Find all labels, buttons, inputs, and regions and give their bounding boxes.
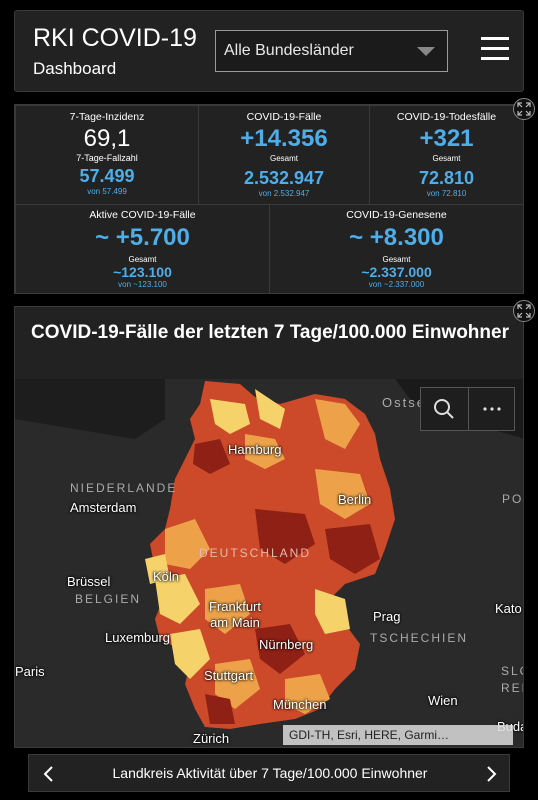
- place-label: Amsterdam: [70, 500, 137, 515]
- stat-value: 69,1: [83, 125, 131, 152]
- place-label: Kato: [495, 601, 522, 616]
- country-label: SLOWA: [501, 664, 523, 678]
- map-shapes: [15, 379, 523, 747]
- stat-incidence: 7-Tage-Inzidenz 69,1 7-Tage-Fallzahl 57.…: [15, 105, 199, 205]
- place-label: Köln: [153, 569, 180, 584]
- stat-sub-label: Gesamt: [382, 255, 411, 264]
- app-header: RKI COVID-19 Dashboard Alle Bundesländer: [14, 10, 524, 92]
- stat-sub-note: von ~2.337.000: [368, 280, 425, 289]
- country-label: DEUTSCHLAND: [199, 546, 312, 560]
- map-card: COVID-19-Fälle der letzten 7 Tage/100.00…: [14, 306, 524, 748]
- stat-active: Aktive COVID-19-Fälle ~ +5.700 Gesamt ~1…: [15, 204, 270, 294]
- stat-sub-note: von ~123.100: [118, 280, 167, 289]
- chevron-left-icon[interactable]: [39, 763, 59, 785]
- country-label: NIEDERLANDE: [70, 481, 178, 495]
- stat-value: +321: [419, 125, 474, 152]
- stat-sub-value: ~123.100: [113, 264, 172, 280]
- stats-panel: 7-Tage-Inzidenz 69,1 7-Tage-Fallzahl 57.…: [14, 104, 524, 294]
- chevron-right-icon[interactable]: [481, 763, 501, 785]
- stat-value: ~ +5.700: [95, 224, 190, 251]
- place-label: Brüssel: [67, 574, 111, 589]
- stat-sub-note: von 2.532.947: [258, 189, 310, 198]
- stat-value: ~ +8.300: [349, 224, 444, 251]
- stat-deaths: COVID-19-Todesfälle +321 Gesamt 72.810 v…: [369, 105, 524, 205]
- stat-cases: COVID-19-Fälle +14.356 Gesamt 2.532.947 …: [198, 105, 370, 205]
- stat-sub-note: von 57.499: [87, 187, 127, 196]
- place-label: Paris: [15, 664, 45, 679]
- app-title: RKI COVID-19: [33, 24, 197, 52]
- stat-label: COVID-19-Genesene: [346, 209, 447, 221]
- region-select-value: Alle Bundesländer: [224, 42, 354, 59]
- layer-label: Landkreis Aktivität über 7 Tage/100.000 …: [112, 765, 428, 781]
- stat-sub-value: 2.532.947: [243, 168, 325, 188]
- place-label: Frankfurt am Main: [208, 599, 261, 630]
- stat-sub-note: von 72.810: [426, 189, 467, 198]
- place-label: Hamburg: [228, 442, 282, 457]
- stat-sub-value: ~2.337.000: [361, 264, 432, 280]
- search-icon[interactable]: [421, 388, 468, 430]
- country-label: TSCHECHIEN: [370, 631, 469, 645]
- stat-value: +14.356: [240, 125, 328, 152]
- stat-sub-value: 72.810: [418, 168, 475, 188]
- country-label: REP: [501, 681, 523, 695]
- chevron-down-icon: [417, 47, 435, 56]
- region-select[interactable]: Alle Bundesländer: [215, 30, 448, 72]
- expand-icon[interactable]: [513, 300, 535, 322]
- stat-label: COVID-19-Todesfälle: [396, 111, 497, 123]
- place-label: Berlin: [338, 492, 372, 507]
- stat-label: COVID-19-Fälle: [246, 111, 322, 123]
- country-label: Ostse: [382, 395, 426, 410]
- stat-sub-label: Gesamt: [128, 255, 157, 264]
- map-title: COVID-19-Fälle der letzten 7 Tage/100.00…: [31, 322, 509, 343]
- map-toolbar: [420, 387, 515, 431]
- stat-sub-value: 57.499: [79, 166, 135, 186]
- expand-icon[interactable]: [513, 98, 535, 120]
- layer-footer: Landkreis Aktivität über 7 Tage/100.000 …: [28, 754, 510, 792]
- stat-sub-label: Gesamt: [269, 154, 298, 163]
- place-label: Zürich: [193, 731, 230, 746]
- stat-sub-label: Gesamt: [432, 154, 461, 163]
- country-label: PO: [502, 492, 524, 506]
- place-label: Stuttgart: [204, 668, 254, 683]
- place-label: Luxemburg: [105, 630, 171, 645]
- place-label: München: [273, 697, 327, 712]
- stat-label: 7-Tage-Inzidenz: [69, 111, 145, 123]
- stat-label: Aktive COVID-19-Fälle: [89, 209, 196, 221]
- stat-sub-label: 7-Tage-Fallzahl: [76, 153, 138, 163]
- map-attribution[interactable]: GDI-TH, Esri, HERE, Garmi…: [283, 725, 513, 745]
- choropleth-map[interactable]: Ostse NIEDERLANDE DEUTSCHLAND BELGIEN TS…: [15, 379, 524, 747]
- place-label: Nürnberg: [259, 637, 314, 652]
- stat-recovered: COVID-19-Genesene ~ +8.300 Gesamt ~2.337…: [269, 204, 524, 294]
- hamburger-menu-icon[interactable]: [481, 37, 509, 63]
- country-label: BELGIEN: [75, 592, 142, 606]
- place-label: Wien: [428, 693, 458, 708]
- more-options-icon[interactable]: [468, 388, 515, 430]
- app-subtitle: Dashboard: [33, 59, 117, 78]
- place-label: Prag: [373, 609, 401, 624]
